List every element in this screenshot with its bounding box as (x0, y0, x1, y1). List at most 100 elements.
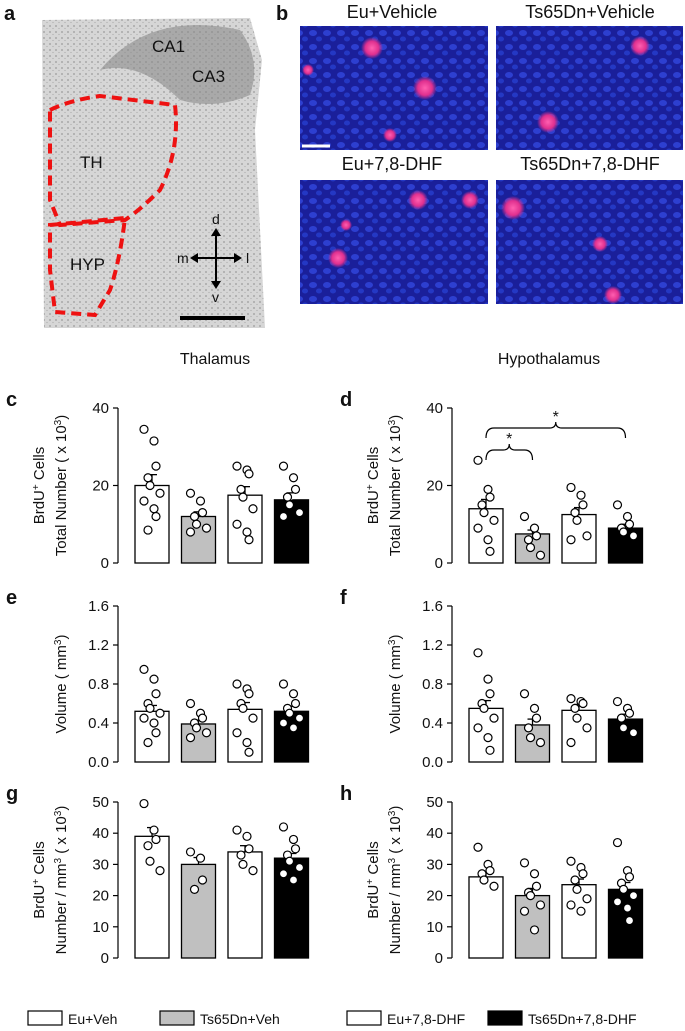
data-point (151, 834, 161, 845)
y-axis-label: Number / mm3 ( x 103) (387, 806, 405, 955)
data-point (519, 906, 530, 916)
data-point (244, 689, 254, 699)
y-tick-label: 0 (435, 555, 443, 572)
y-tick-label: 20 (92, 478, 109, 495)
y-tick-label: 20 (92, 888, 109, 905)
data-point (151, 511, 161, 522)
data-point (535, 737, 546, 748)
data-point (529, 703, 540, 713)
data-point (529, 523, 540, 533)
data-point (473, 842, 483, 852)
data-point (570, 703, 580, 713)
data-point (489, 713, 499, 723)
data-point (624, 519, 635, 529)
data-point (618, 884, 629, 894)
label-text: Number / mm (387, 863, 404, 954)
label-text: ( x 10 (387, 816, 404, 858)
data-point (278, 822, 289, 832)
data-point (479, 703, 489, 713)
region-label: CA1 (152, 37, 185, 56)
data-point (145, 703, 155, 713)
data-point (572, 713, 582, 723)
significance-label: * (553, 409, 559, 426)
data-point (582, 531, 592, 541)
data-point (244, 747, 254, 757)
data-point (622, 511, 633, 522)
y-tick-label: 1.6 (88, 598, 109, 615)
data-point (232, 728, 242, 738)
data-point (191, 723, 202, 733)
panel-letter: a (4, 3, 16, 25)
panel-letter: f (340, 587, 347, 609)
bar (273, 499, 310, 564)
data-point (612, 696, 623, 707)
data-point (244, 844, 254, 854)
y-axis-label: Total Number ( x 103) (387, 415, 405, 556)
y-tick-label: 1.2 (88, 637, 109, 654)
data-point (155, 708, 165, 718)
data-point (139, 496, 149, 506)
y-tick-label: 0.8 (422, 676, 443, 693)
y-tick-label: 0.8 (88, 676, 109, 693)
panel-letter: b (276, 3, 288, 25)
superscript: + (365, 879, 376, 885)
data-point (525, 542, 536, 553)
data-point (483, 484, 493, 494)
superscript: 3 (53, 810, 64, 816)
y-tick-label: 40 (426, 400, 443, 417)
y-tick-label: 40 (92, 400, 109, 417)
data-point (185, 527, 196, 537)
data-point (232, 461, 242, 471)
data-point (232, 519, 242, 529)
label-text: Cells (31, 447, 48, 485)
label-text: ) (387, 635, 404, 640)
label-text: BrdU (365, 885, 382, 919)
data-point (566, 900, 576, 910)
label-text: Volume ( mm (53, 645, 70, 733)
data-point (479, 508, 489, 518)
data-point (282, 492, 293, 502)
y-tick-label: 50 (92, 794, 109, 811)
data-point (531, 713, 542, 723)
data-point (185, 698, 196, 709)
y-tick-label: 10 (92, 919, 109, 936)
label-text: Volume ( mm (387, 645, 404, 733)
data-point (483, 733, 493, 743)
panel-letter: d (340, 389, 352, 411)
y-tick-label: 30 (426, 856, 443, 873)
bar (561, 884, 597, 959)
data-point (489, 515, 499, 525)
data-point (197, 875, 208, 885)
data-point (618, 723, 629, 733)
data-point (288, 834, 299, 845)
data-point (288, 723, 299, 733)
y-axis-label: Total Number ( x 103) (53, 415, 71, 556)
data-point (612, 837, 623, 848)
data-point (288, 689, 299, 699)
y-tick-label: 0.0 (88, 754, 109, 771)
y-tick-label: 0 (435, 950, 443, 967)
data-point (525, 890, 536, 901)
label-text: Total Number ( x 10 (53, 425, 70, 556)
data-point (248, 713, 258, 723)
data-point (244, 535, 254, 545)
region-label: TH (80, 153, 103, 172)
data-point (529, 869, 540, 879)
data-point (485, 492, 495, 502)
data-point (201, 728, 212, 738)
label-text: ) (387, 415, 404, 420)
data-point (531, 531, 542, 541)
y-tick-label: 10 (426, 919, 443, 936)
y-tick-label: 30 (92, 856, 109, 873)
data-point (248, 866, 258, 876)
data-point (576, 490, 586, 500)
label-text: Cells (365, 447, 382, 485)
data-point (185, 847, 196, 857)
y-tick-label: 0 (101, 950, 109, 967)
data-point (290, 484, 301, 494)
data-point (195, 496, 206, 506)
data-point (149, 825, 159, 835)
data-point (284, 856, 295, 866)
data-point (582, 723, 592, 733)
